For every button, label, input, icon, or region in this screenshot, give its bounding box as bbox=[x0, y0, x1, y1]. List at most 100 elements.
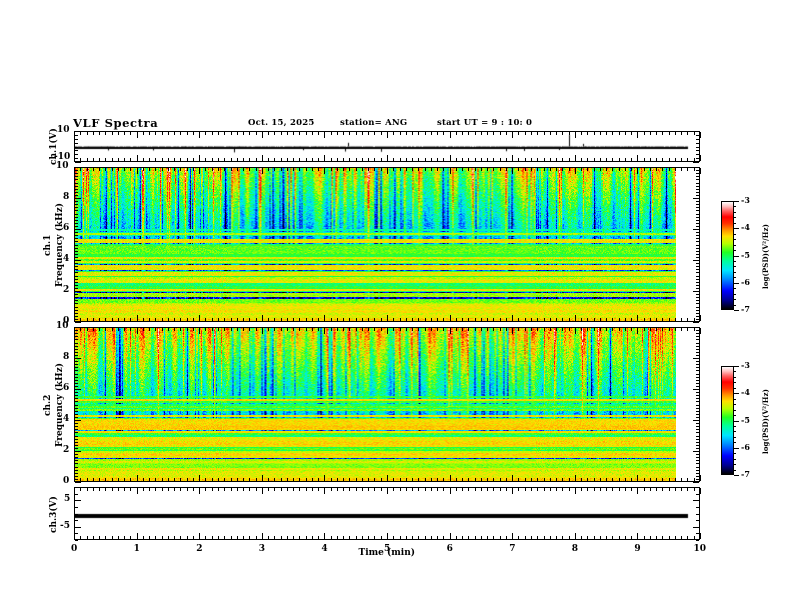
axis-tick bbox=[734, 283, 739, 284]
axis-tick bbox=[212, 488, 213, 491]
axis-tick bbox=[205, 328, 206, 331]
axis-tick bbox=[631, 132, 632, 135]
axis-tick bbox=[318, 478, 319, 481]
axis-tick bbox=[199, 132, 200, 138]
axis-tick bbox=[174, 536, 175, 539]
axis-tick bbox=[696, 195, 699, 196]
axis-tick bbox=[137, 328, 138, 334]
axis-tick bbox=[500, 318, 501, 321]
axis-tick bbox=[143, 318, 144, 321]
axis-tick bbox=[75, 162, 81, 163]
axis-tick bbox=[293, 328, 294, 331]
axis-tick bbox=[681, 158, 682, 161]
axis-tick bbox=[544, 168, 545, 171]
axis-tick bbox=[734, 212, 736, 213]
axis-tick bbox=[274, 158, 275, 161]
axis-tick bbox=[381, 158, 382, 161]
axis-tick bbox=[337, 158, 338, 161]
axis-tick bbox=[696, 330, 699, 331]
axis-tick bbox=[149, 168, 150, 171]
axis-tick bbox=[500, 132, 501, 135]
axis-tick bbox=[637, 328, 638, 334]
axis-tick bbox=[74, 533, 75, 539]
axis-tick bbox=[75, 143, 78, 144]
axis-tick bbox=[75, 229, 81, 230]
axis-tick bbox=[75, 176, 78, 177]
ch2-spec-ytick-5: 10 bbox=[56, 321, 69, 331]
axis-tick bbox=[696, 189, 699, 190]
axis-tick bbox=[174, 158, 175, 161]
axis-tick bbox=[537, 536, 538, 539]
axis-tick bbox=[606, 328, 607, 331]
axis-tick bbox=[124, 132, 125, 135]
axis-tick bbox=[443, 158, 444, 161]
axis-tick bbox=[537, 328, 538, 331]
axis-tick bbox=[393, 488, 394, 491]
axis-tick bbox=[696, 150, 699, 151]
axis-tick bbox=[550, 318, 551, 321]
ch1-spec-ytick-0: 0 bbox=[63, 316, 70, 326]
axis-tick bbox=[556, 158, 557, 161]
axis-tick bbox=[393, 478, 394, 481]
axis-tick bbox=[331, 168, 332, 171]
axis-tick bbox=[675, 328, 676, 331]
axis-tick bbox=[687, 536, 688, 539]
axis-tick bbox=[75, 476, 78, 477]
axis-tick bbox=[75, 198, 81, 199]
axis-tick bbox=[312, 536, 313, 539]
axis-tick bbox=[87, 488, 88, 491]
axis-tick bbox=[149, 488, 150, 491]
axis-tick bbox=[696, 514, 699, 515]
axis-tick bbox=[224, 328, 225, 331]
axis-tick bbox=[662, 328, 663, 331]
axis-tick bbox=[734, 453, 736, 454]
axis-tick bbox=[556, 536, 557, 539]
axis-tick bbox=[400, 328, 401, 331]
axis-tick bbox=[75, 327, 81, 328]
axis-tick bbox=[75, 238, 78, 239]
axis-tick bbox=[696, 272, 699, 273]
xtick-label-5: 5 bbox=[384, 544, 391, 554]
axis-tick bbox=[118, 158, 119, 161]
axis-tick bbox=[468, 158, 469, 161]
axis-tick bbox=[696, 349, 699, 350]
axis-tick bbox=[99, 158, 100, 161]
axis-tick bbox=[218, 488, 219, 491]
axis-tick bbox=[112, 328, 113, 331]
axis-tick bbox=[306, 158, 307, 161]
axis-tick bbox=[387, 328, 388, 334]
axis-tick bbox=[575, 155, 576, 161]
axis-tick bbox=[562, 318, 563, 321]
axis-tick bbox=[293, 478, 294, 481]
axis-tick bbox=[274, 488, 275, 491]
axis-tick bbox=[75, 473, 78, 474]
axis-tick bbox=[105, 536, 106, 539]
axis-tick bbox=[324, 328, 325, 334]
axis-tick bbox=[631, 478, 632, 481]
axis-tick bbox=[669, 318, 670, 321]
panel-ch1-spectrogram bbox=[74, 167, 700, 322]
axis-tick bbox=[331, 536, 332, 539]
axis-tick bbox=[237, 328, 238, 331]
axis-tick bbox=[249, 158, 250, 161]
axis-tick bbox=[687, 478, 688, 481]
axis-tick bbox=[168, 478, 169, 481]
axis-tick bbox=[349, 488, 350, 491]
axis-tick bbox=[75, 383, 78, 384]
axis-tick bbox=[696, 276, 699, 277]
axis-tick bbox=[243, 478, 244, 481]
axis-tick bbox=[450, 315, 451, 321]
axis-tick bbox=[293, 168, 294, 171]
axis-tick bbox=[80, 158, 81, 161]
axis-tick bbox=[693, 322, 699, 323]
axis-tick bbox=[224, 488, 225, 491]
axis-tick bbox=[481, 536, 482, 539]
axis-tick bbox=[256, 488, 257, 491]
axis-tick bbox=[262, 328, 263, 334]
axis-tick bbox=[168, 132, 169, 135]
xtick-label-0: 0 bbox=[71, 544, 78, 554]
axis-tick bbox=[734, 250, 736, 251]
axis-tick bbox=[75, 173, 78, 174]
axis-tick bbox=[75, 389, 81, 390]
axis-tick bbox=[75, 288, 78, 289]
